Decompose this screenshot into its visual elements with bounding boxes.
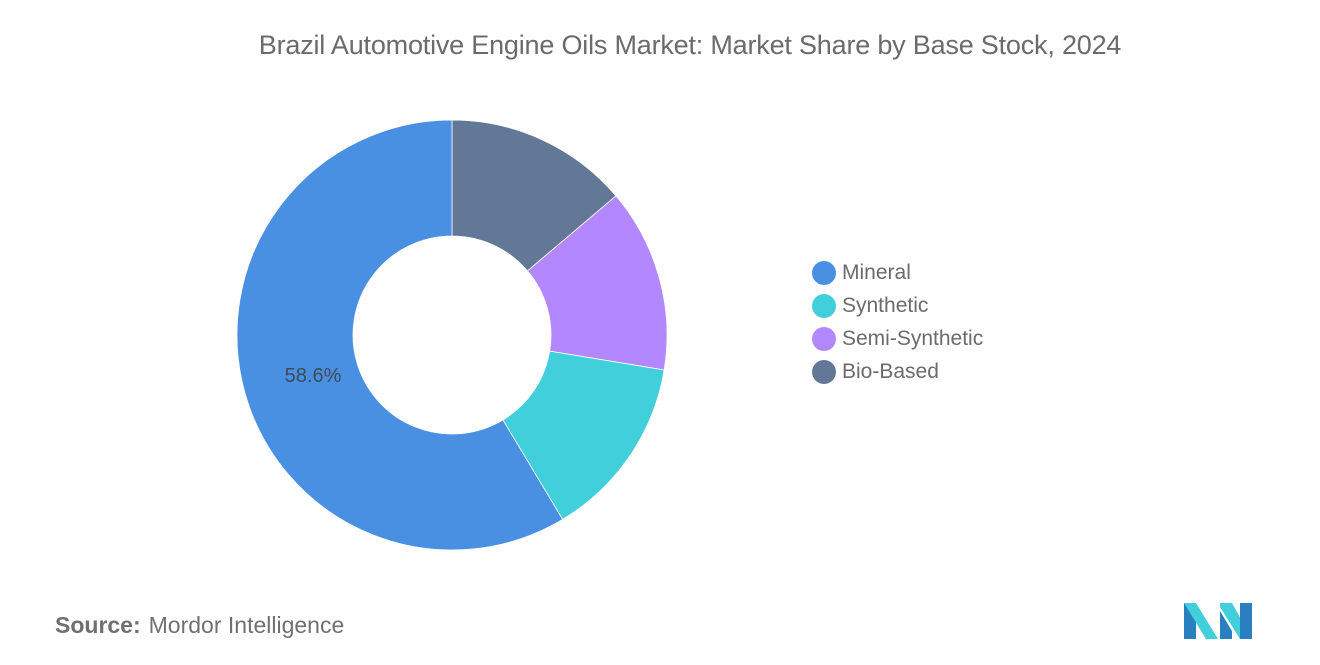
source-value: Mordor Intelligence	[148, 612, 345, 638]
legend-swatch-bio-based-icon	[812, 359, 836, 384]
legend-label: Semi-Synthetic	[842, 326, 984, 350]
legend-item-mineral[interactable]: Mineral	[812, 256, 983, 289]
legend-item-synthetic[interactable]: Synthetic	[812, 289, 983, 322]
data-label-mineral: 58.6%	[285, 365, 342, 387]
chart-legend: Mineral Synthetic Semi-Synthetic Bio-Bas…	[812, 256, 983, 388]
mordor-intelligence-logo-icon	[1184, 603, 1252, 639]
legend-swatch-synthetic-icon	[812, 293, 836, 318]
legend-swatch-mineral-icon	[812, 260, 836, 285]
legend-swatch-semi-synthetic-icon	[812, 326, 836, 351]
chart-title: Brazil Automotive Engine Oils Market: Ma…	[258, 30, 1122, 60]
legend-item-bio-based[interactable]: Bio-Based	[812, 355, 983, 388]
legend-label: Mineral	[842, 260, 911, 284]
source-note: Source: Mordor Intelligence	[55, 612, 344, 639]
slice-bio-based[interactable]	[451, 119, 617, 272]
legend-item-semi-synthetic[interactable]: Semi-Synthetic	[812, 322, 983, 355]
legend-label: Bio-Based	[842, 359, 939, 383]
slice-semi-synthetic[interactable]	[526, 195, 668, 371]
slice-synthetic[interactable]	[502, 350, 665, 520]
legend-label: Synthetic	[842, 293, 929, 317]
source-label: Source:	[55, 612, 141, 638]
slice-mineral[interactable]	[236, 119, 564, 551]
